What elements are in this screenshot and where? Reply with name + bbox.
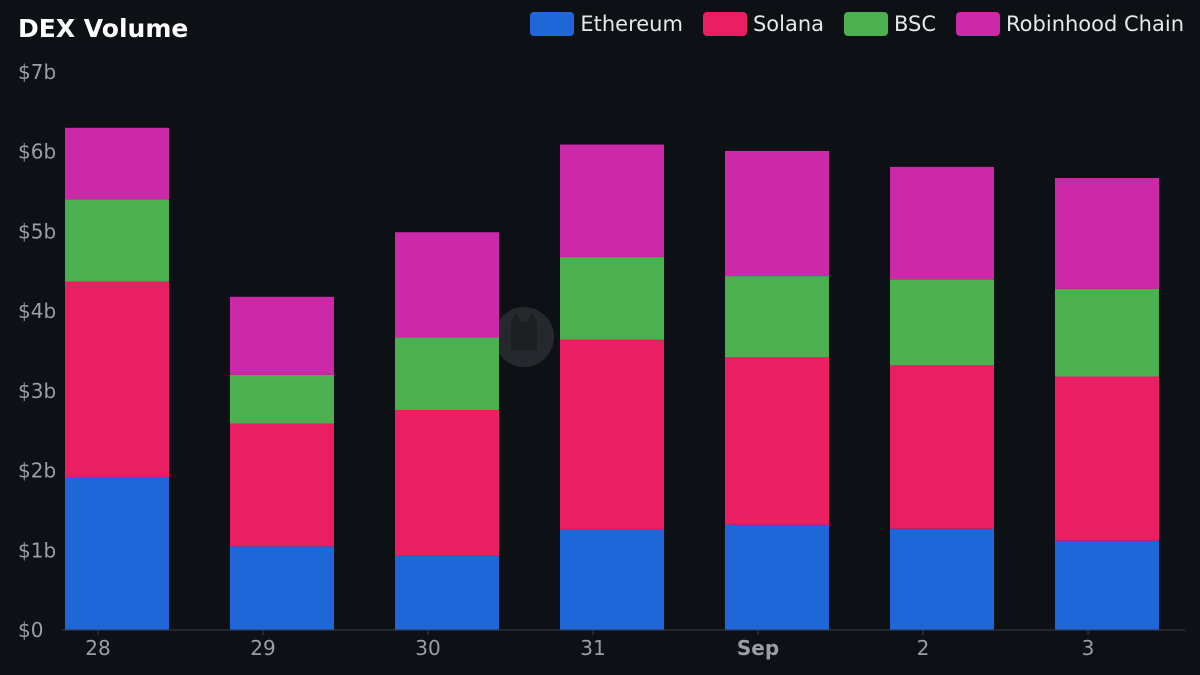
legend-item-ethereum[interactable]: Ethereum (530, 12, 683, 36)
legend-item-solana[interactable]: Solana (702, 12, 824, 36)
y-tick-label: $5b (18, 219, 56, 243)
legend-label-solana: Solana (752, 12, 824, 36)
bar-segment-robinhood-chain[interactable] (65, 127, 169, 200)
bar-segment-solana[interactable] (560, 339, 664, 530)
legend-swatch-robinhood-chain (956, 12, 1001, 36)
bar-segment-bsc[interactable] (1055, 288, 1159, 377)
legend-swatch-ethereum (530, 12, 575, 36)
bar-segment-robinhood-chain[interactable] (725, 150, 829, 277)
bar-segment-bsc[interactable] (890, 279, 994, 366)
bar-segment-solana[interactable] (1055, 376, 1159, 541)
legend-item-robinhood-chain[interactable]: Robinhood Chain (956, 12, 1184, 36)
x-tick-label: 29 (250, 636, 275, 660)
y-tick-label: $6b (18, 140, 56, 164)
bar-segment-robinhood-chain[interactable] (1055, 178, 1159, 289)
bar-segment-robinhood-chain[interactable] (890, 166, 994, 280)
bars (65, 127, 1159, 630)
y-tick-label: $0 (18, 618, 43, 642)
bar-segment-solana[interactable] (890, 365, 994, 529)
bar-segment-bsc[interactable] (395, 337, 499, 410)
x-tick-label: 3 (1082, 636, 1095, 660)
watermark-logo (494, 307, 554, 367)
bar-segment-ethereum[interactable] (890, 528, 994, 630)
bar-segment-bsc[interactable] (230, 374, 334, 424)
legend-label-bsc: BSC (894, 12, 937, 36)
bar-segment-robinhood-chain[interactable] (230, 296, 334, 375)
bar-segment-solana[interactable] (395, 409, 499, 556)
bar-segment-bsc[interactable] (560, 256, 664, 340)
y-tick-label: $7b (18, 60, 56, 84)
y-axis: $0 $1b $2b $3b $4b $5b $6b $7b (18, 60, 56, 642)
bar-segment-bsc[interactable] (725, 276, 829, 358)
x-tick-label: 30 (415, 636, 440, 660)
bar-segment-solana[interactable] (230, 423, 334, 547)
bar-segment-ethereum[interactable] (1055, 540, 1159, 630)
y-tick-label: $1b (18, 538, 56, 562)
x-tick-label: Sep (737, 636, 779, 660)
bar-segment-ethereum[interactable] (560, 529, 664, 630)
x-axis: 28 29 30 31 Sep 2 3 (85, 630, 1094, 660)
x-tick-label: 2 (917, 636, 930, 660)
bar-segment-solana[interactable] (725, 357, 829, 525)
legend-item-bsc[interactable]: BSC (844, 12, 936, 36)
chart-title: DEX Volume (18, 14, 189, 43)
legend-label-robinhood-chain: Robinhood Chain (1006, 12, 1184, 36)
bar-segment-robinhood-chain[interactable] (395, 232, 499, 338)
bar-segment-ethereum[interactable] (395, 555, 499, 630)
legend-swatch-solana (702, 12, 747, 36)
bar-segment-ethereum[interactable] (230, 546, 334, 630)
bar-segment-ethereum[interactable] (725, 524, 829, 630)
legend-swatch-bsc (844, 12, 888, 36)
y-tick-label: $2b (18, 459, 56, 483)
legend: Ethereum Solana BSC Robinhood Chain (530, 12, 1184, 36)
bar-segment-robinhood-chain[interactable] (560, 144, 664, 257)
legend-label-ethereum: Ethereum (580, 12, 683, 36)
x-tick-label: 31 (580, 636, 605, 660)
y-tick-label: $4b (18, 299, 56, 323)
bar-segment-solana[interactable] (65, 281, 169, 477)
x-tick-label: 28 (85, 636, 110, 660)
bar-segment-ethereum[interactable] (65, 476, 169, 630)
bar-segment-bsc[interactable] (65, 199, 169, 282)
y-tick-label: $3b (18, 379, 56, 403)
